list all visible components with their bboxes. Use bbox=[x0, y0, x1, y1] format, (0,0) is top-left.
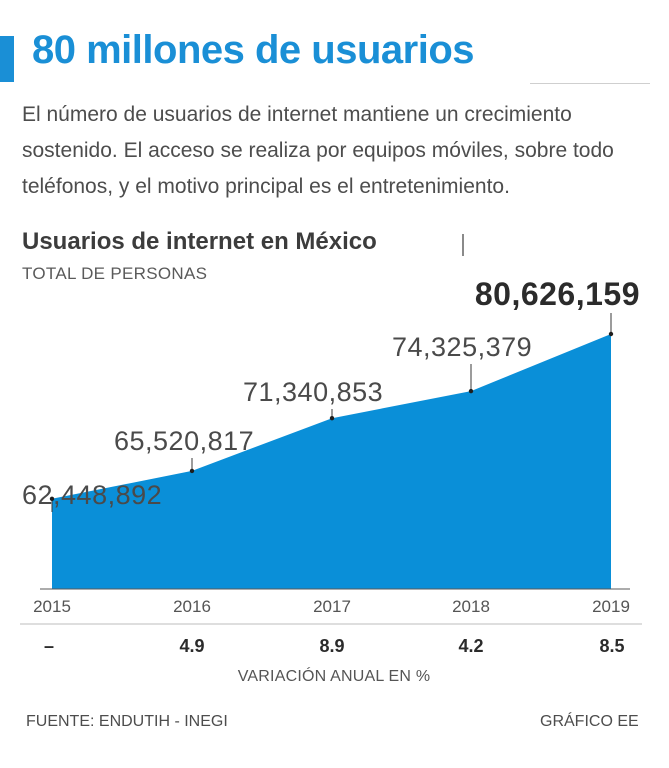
chart-title-separator bbox=[462, 234, 464, 256]
value-label: 65,520,817 bbox=[114, 426, 254, 456]
area-chart: 62,448,892 65,520,817 71,340,853 74,325,379… bbox=[20, 276, 642, 685]
x-tick-label: 2018 bbox=[452, 597, 490, 616]
headline-rule bbox=[530, 83, 650, 84]
headline-accent-bar bbox=[0, 36, 14, 82]
intro-text: El número de usuarios de internet mantie… bbox=[22, 103, 614, 198]
value-label: 62,448,892 bbox=[22, 480, 162, 510]
x-tick-label: 2019 bbox=[592, 597, 630, 616]
variation-value: 8.5 bbox=[599, 636, 624, 656]
variation-value: 8.9 bbox=[319, 636, 344, 656]
variation-value: 4.9 bbox=[179, 636, 204, 656]
data-point bbox=[608, 331, 614, 337]
area-series bbox=[52, 334, 611, 589]
x-tick-label: 2016 bbox=[173, 597, 211, 616]
headline: 80 millones de usuarios bbox=[32, 28, 475, 72]
variation-value: 4.2 bbox=[458, 636, 483, 656]
chart-subtitle: TOTAL DE PERSONAS bbox=[22, 264, 208, 283]
variation-caption: VARIACIÓN ANUAL EN % bbox=[238, 666, 431, 685]
graphic-credit: GRÁFICO EE bbox=[540, 713, 639, 730]
chart-title: Usuarios de internet en México bbox=[22, 228, 377, 255]
data-point bbox=[49, 496, 55, 502]
x-tick-label: 2015 bbox=[33, 597, 71, 616]
data-point bbox=[468, 388, 474, 394]
value-label: 80,626,159 bbox=[475, 276, 640, 312]
data-point bbox=[329, 415, 335, 421]
x-tick-label: 2017 bbox=[313, 597, 351, 616]
value-label: 71,340,853 bbox=[243, 377, 383, 407]
value-label: 74,325,379 bbox=[392, 332, 532, 362]
source-note: FUENTE: ENDUTIH - INEGI bbox=[26, 713, 228, 730]
data-point bbox=[189, 468, 195, 474]
variation-value: – bbox=[44, 636, 54, 656]
